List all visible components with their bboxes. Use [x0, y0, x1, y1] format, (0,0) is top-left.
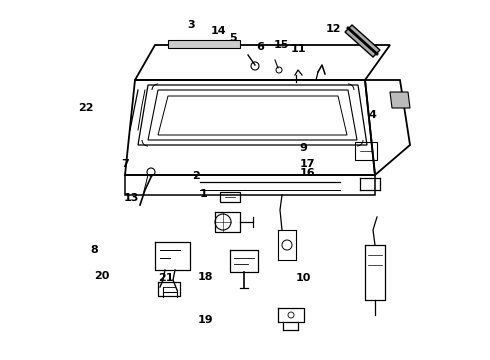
Polygon shape	[345, 25, 380, 57]
Polygon shape	[168, 40, 240, 48]
Text: 7: 7	[121, 159, 129, 169]
Text: 1: 1	[199, 189, 207, 199]
Text: 18: 18	[198, 272, 214, 282]
Text: 17: 17	[300, 159, 316, 169]
Text: 15: 15	[274, 40, 290, 50]
Text: 4: 4	[368, 110, 376, 120]
Text: 13: 13	[123, 193, 139, 203]
Text: 16: 16	[300, 168, 316, 178]
Text: 11: 11	[291, 44, 307, 54]
Text: 8: 8	[91, 245, 98, 255]
Text: 22: 22	[78, 103, 94, 113]
Text: 10: 10	[296, 273, 312, 283]
Text: 3: 3	[187, 20, 195, 30]
Text: 20: 20	[94, 271, 110, 282]
Text: 2: 2	[192, 171, 200, 181]
Text: 21: 21	[158, 273, 173, 283]
Text: 6: 6	[256, 42, 264, 52]
Text: 5: 5	[229, 33, 237, 43]
Text: 19: 19	[198, 315, 214, 325]
Text: 14: 14	[210, 26, 226, 36]
Polygon shape	[390, 92, 410, 108]
Text: 12: 12	[325, 24, 341, 34]
Text: 9: 9	[300, 143, 308, 153]
